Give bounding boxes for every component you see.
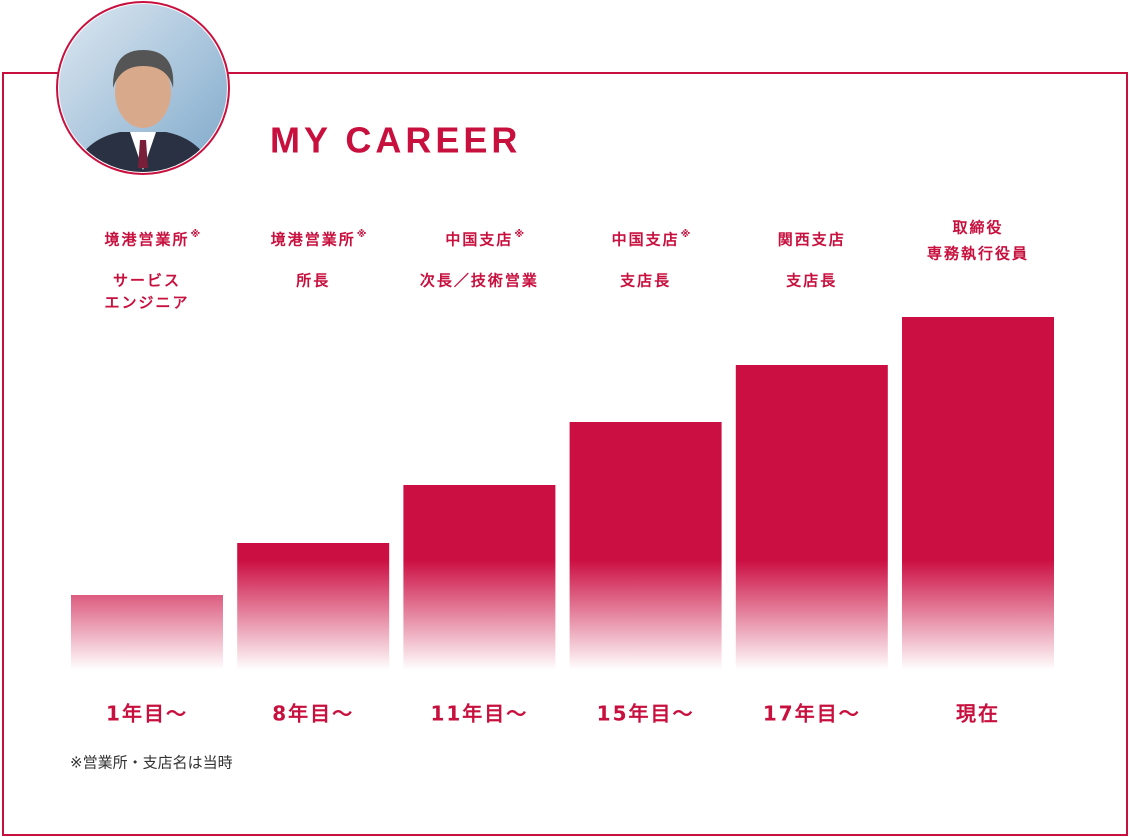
bar bbox=[569, 422, 722, 670]
office-label: 中国支店 bbox=[612, 231, 680, 249]
note-mark: ※ bbox=[681, 228, 691, 240]
office-label: 専務執行役員 bbox=[927, 245, 1029, 263]
position-label: 支店長 bbox=[785, 272, 837, 290]
period-label: 15年目～ bbox=[597, 702, 695, 726]
portrait bbox=[56, 1, 230, 175]
bar bbox=[237, 543, 390, 670]
position-label: 次長／技術営業 bbox=[420, 272, 539, 290]
note-mark: ※ bbox=[357, 228, 367, 240]
office-label: 取締役 bbox=[952, 219, 1003, 237]
bar bbox=[403, 485, 556, 670]
position-label: サービス bbox=[113, 272, 181, 290]
position-label: 支店長 bbox=[619, 272, 671, 290]
title: MY CAREER bbox=[270, 120, 521, 161]
position-label: 所長 bbox=[296, 272, 330, 290]
office-label: 境港営業所 bbox=[104, 231, 189, 249]
note-mark: ※ bbox=[191, 228, 201, 240]
position-label: エンジニア bbox=[104, 294, 189, 312]
period-label: 8年目～ bbox=[272, 702, 354, 726]
bar bbox=[71, 595, 223, 670]
bar bbox=[902, 317, 1054, 670]
period-label: 17年目～ bbox=[763, 702, 861, 726]
office-label: 中国支店 bbox=[445, 231, 513, 249]
footnote: ※営業所・支店名は当時 bbox=[70, 754, 233, 772]
bar bbox=[735, 365, 888, 670]
period-label: 1年目～ bbox=[106, 702, 188, 726]
period-label: 現在 bbox=[956, 702, 1000, 726]
frame bbox=[2, 72, 1128, 836]
period-label: 11年目～ bbox=[430, 702, 528, 726]
office-label: 境港営業所 bbox=[271, 231, 356, 249]
office-label: 関西支店 bbox=[778, 231, 846, 249]
note-mark: ※ bbox=[514, 228, 524, 240]
